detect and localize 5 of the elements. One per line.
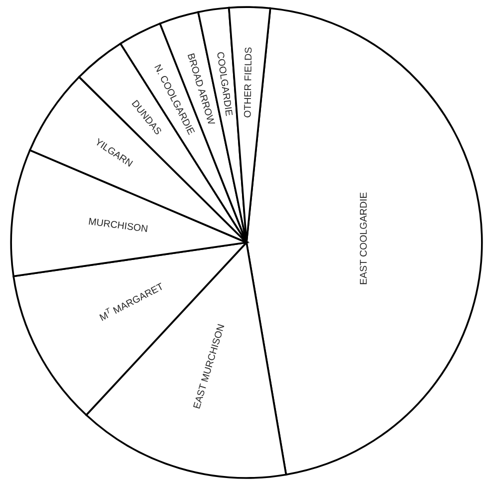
slice-label: MURCHISON — [88, 218, 148, 232]
slice-label: EAST COOLGARDIE — [360, 192, 367, 284]
slice-label: OTHER FIELDS — [244, 47, 252, 118]
slice-label: COOLGARDIE — [216, 52, 233, 116]
slice-label: M$^{T}$ MARGARET — [98, 280, 164, 321]
